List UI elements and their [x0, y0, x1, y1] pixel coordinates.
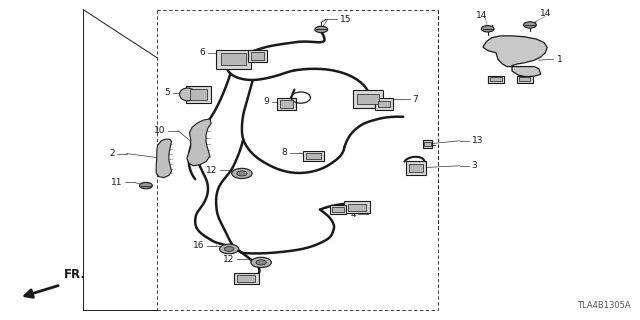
Bar — [490, 77, 502, 81]
Circle shape — [140, 182, 152, 189]
Bar — [330, 205, 346, 214]
Polygon shape — [483, 36, 547, 77]
Text: 8: 8 — [282, 148, 287, 157]
Text: 9: 9 — [264, 97, 269, 106]
Bar — [406, 161, 426, 175]
Text: 12: 12 — [205, 166, 217, 175]
Bar — [186, 85, 211, 103]
Polygon shape — [156, 139, 172, 178]
Polygon shape — [187, 119, 211, 166]
Bar — [519, 77, 531, 81]
Circle shape — [220, 244, 239, 254]
Text: 1: 1 — [557, 55, 563, 64]
Bar — [216, 50, 251, 69]
Circle shape — [237, 171, 247, 176]
Bar — [353, 90, 383, 108]
Text: TLA4B1305A: TLA4B1305A — [577, 301, 630, 310]
Circle shape — [315, 26, 328, 33]
Bar — [357, 94, 379, 104]
Text: FR.: FR. — [64, 268, 86, 281]
Circle shape — [524, 22, 536, 28]
Text: 7: 7 — [412, 95, 418, 104]
Bar — [332, 207, 344, 212]
Text: 12: 12 — [223, 255, 234, 264]
Bar — [277, 98, 296, 110]
Bar — [378, 100, 390, 107]
Bar — [423, 140, 433, 148]
Text: 14: 14 — [540, 9, 551, 18]
Bar — [303, 151, 324, 161]
Text: 16: 16 — [193, 241, 204, 250]
Circle shape — [256, 260, 266, 265]
Text: 13: 13 — [472, 136, 483, 145]
Text: 5: 5 — [164, 88, 170, 97]
Circle shape — [251, 257, 271, 268]
Bar — [344, 201, 370, 213]
Bar — [488, 76, 504, 83]
Text: 15: 15 — [340, 15, 351, 24]
Bar — [517, 76, 532, 83]
Bar — [307, 153, 321, 159]
Bar — [251, 52, 264, 60]
Text: 3: 3 — [472, 161, 477, 170]
Circle shape — [225, 246, 234, 252]
Circle shape — [481, 26, 494, 32]
Bar — [234, 273, 259, 284]
Bar — [409, 164, 423, 172]
Bar — [221, 53, 246, 65]
Text: 4: 4 — [350, 210, 356, 219]
Bar — [375, 99, 393, 109]
Bar — [280, 100, 293, 108]
Bar — [348, 204, 366, 211]
Circle shape — [232, 168, 252, 179]
Text: 6: 6 — [200, 48, 205, 57]
Bar — [248, 50, 267, 62]
Text: 11: 11 — [111, 178, 122, 187]
Bar — [190, 89, 207, 100]
Ellipse shape — [179, 88, 196, 101]
Text: 14: 14 — [476, 11, 487, 20]
Text: 10: 10 — [154, 126, 166, 135]
Bar — [237, 275, 255, 282]
Bar — [424, 141, 431, 147]
Text: 2: 2 — [109, 149, 115, 158]
